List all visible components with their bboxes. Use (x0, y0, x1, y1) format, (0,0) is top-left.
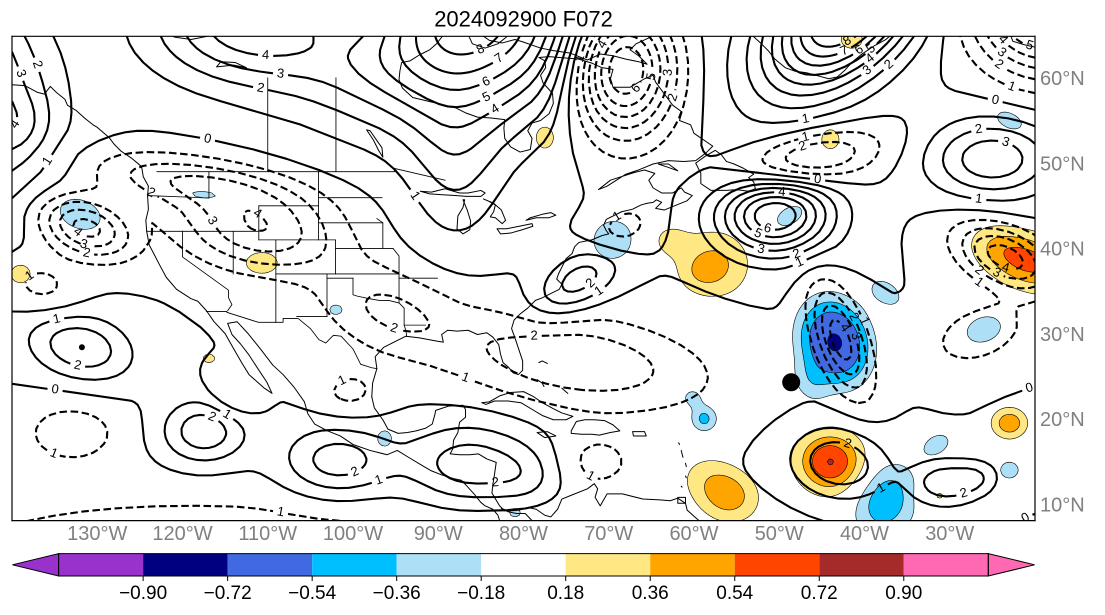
svg-text:−0.72: −0.72 (204, 583, 252, 604)
svg-text:40°W: 40°W (840, 523, 889, 545)
svg-text:0.90: 0.90 (885, 583, 922, 604)
svg-text:2: 2 (30, 58, 47, 70)
svg-text:2: 2 (491, 474, 499, 489)
svg-text:60°W: 60°W (669, 523, 718, 545)
svg-text:3: 3 (78, 235, 89, 251)
svg-text:5: 5 (643, 72, 659, 81)
svg-text:40°N: 40°N (1040, 239, 1085, 261)
svg-text:1: 1 (373, 471, 385, 488)
svg-text:−0.18: −0.18 (457, 583, 505, 604)
svg-text:5: 5 (1024, 37, 1035, 53)
svg-text:1: 1 (801, 110, 811, 126)
svg-text:80°W: 80°W (499, 523, 548, 545)
svg-text:90°W: 90°W (414, 523, 463, 545)
svg-text:−0.36: −0.36 (373, 583, 421, 604)
svg-text:50°N: 50°N (1040, 153, 1085, 175)
svg-text:2: 2 (73, 357, 83, 373)
svg-text:3: 3 (1000, 133, 1011, 149)
svg-text:2: 2 (790, 245, 802, 262)
svg-text:0: 0 (51, 381, 60, 397)
svg-text:4: 4 (6, 117, 23, 131)
svg-text:4: 4 (262, 47, 270, 62)
svg-text:0.54: 0.54 (716, 583, 753, 604)
svg-text:2: 2 (842, 435, 854, 452)
svg-text:4: 4 (995, 31, 1011, 46)
svg-text:1: 1 (800, 128, 810, 144)
svg-text:1: 1 (1006, 78, 1018, 95)
svg-text:60°N: 60°N (1040, 68, 1085, 90)
svg-text:0.72: 0.72 (801, 583, 838, 604)
svg-text:0.36: 0.36 (632, 583, 669, 604)
svg-text:3: 3 (276, 65, 285, 81)
svg-text:2: 2 (974, 121, 984, 137)
svg-text:2: 2 (530, 327, 538, 342)
svg-text:120°W: 120°W (152, 523, 212, 545)
svg-text:3: 3 (756, 240, 766, 256)
svg-text:0: 0 (813, 171, 822, 187)
svg-text:−0.90: −0.90 (119, 583, 167, 604)
svg-text:2: 2 (256, 79, 266, 95)
svg-text:100°W: 100°W (323, 523, 383, 545)
svg-text:70°W: 70°W (584, 523, 633, 545)
svg-text:6: 6 (762, 220, 773, 236)
svg-text:0.18: 0.18 (547, 583, 584, 604)
svg-text:2: 2 (82, 244, 92, 260)
svg-text:2024092900 F072: 2024092900 F072 (434, 6, 613, 31)
svg-text:30°N: 30°N (1040, 324, 1085, 346)
svg-text:50°W: 50°W (755, 523, 804, 545)
svg-text:30°W: 30°W (925, 523, 974, 545)
svg-text:3: 3 (660, 69, 675, 77)
svg-text:20°N: 20°N (1040, 409, 1085, 431)
svg-text:130°W: 130°W (67, 523, 127, 545)
svg-text:1: 1 (51, 310, 61, 326)
svg-text:2: 2 (958, 484, 969, 500)
svg-text:0: 0 (990, 91, 1000, 107)
svg-text:1: 1 (571, 53, 587, 64)
svg-text:10°N: 10°N (1040, 494, 1085, 516)
svg-text:0: 0 (1024, 379, 1035, 395)
svg-text:2: 2 (389, 319, 400, 335)
svg-text:0: 0 (203, 130, 213, 146)
svg-text:2: 2 (664, 92, 680, 103)
svg-text:4: 4 (1000, 259, 1011, 275)
svg-text:110°W: 110°W (238, 523, 297, 545)
svg-text:−0.54: −0.54 (288, 583, 337, 604)
svg-text:3: 3 (848, 330, 865, 342)
svg-text:3: 3 (13, 67, 30, 79)
svg-text:1: 1 (276, 503, 286, 519)
svg-text:0: 0 (1018, 509, 1032, 526)
svg-text:2: 2 (797, 137, 808, 153)
svg-text:4: 4 (778, 184, 786, 200)
svg-text:1: 1 (974, 190, 983, 206)
